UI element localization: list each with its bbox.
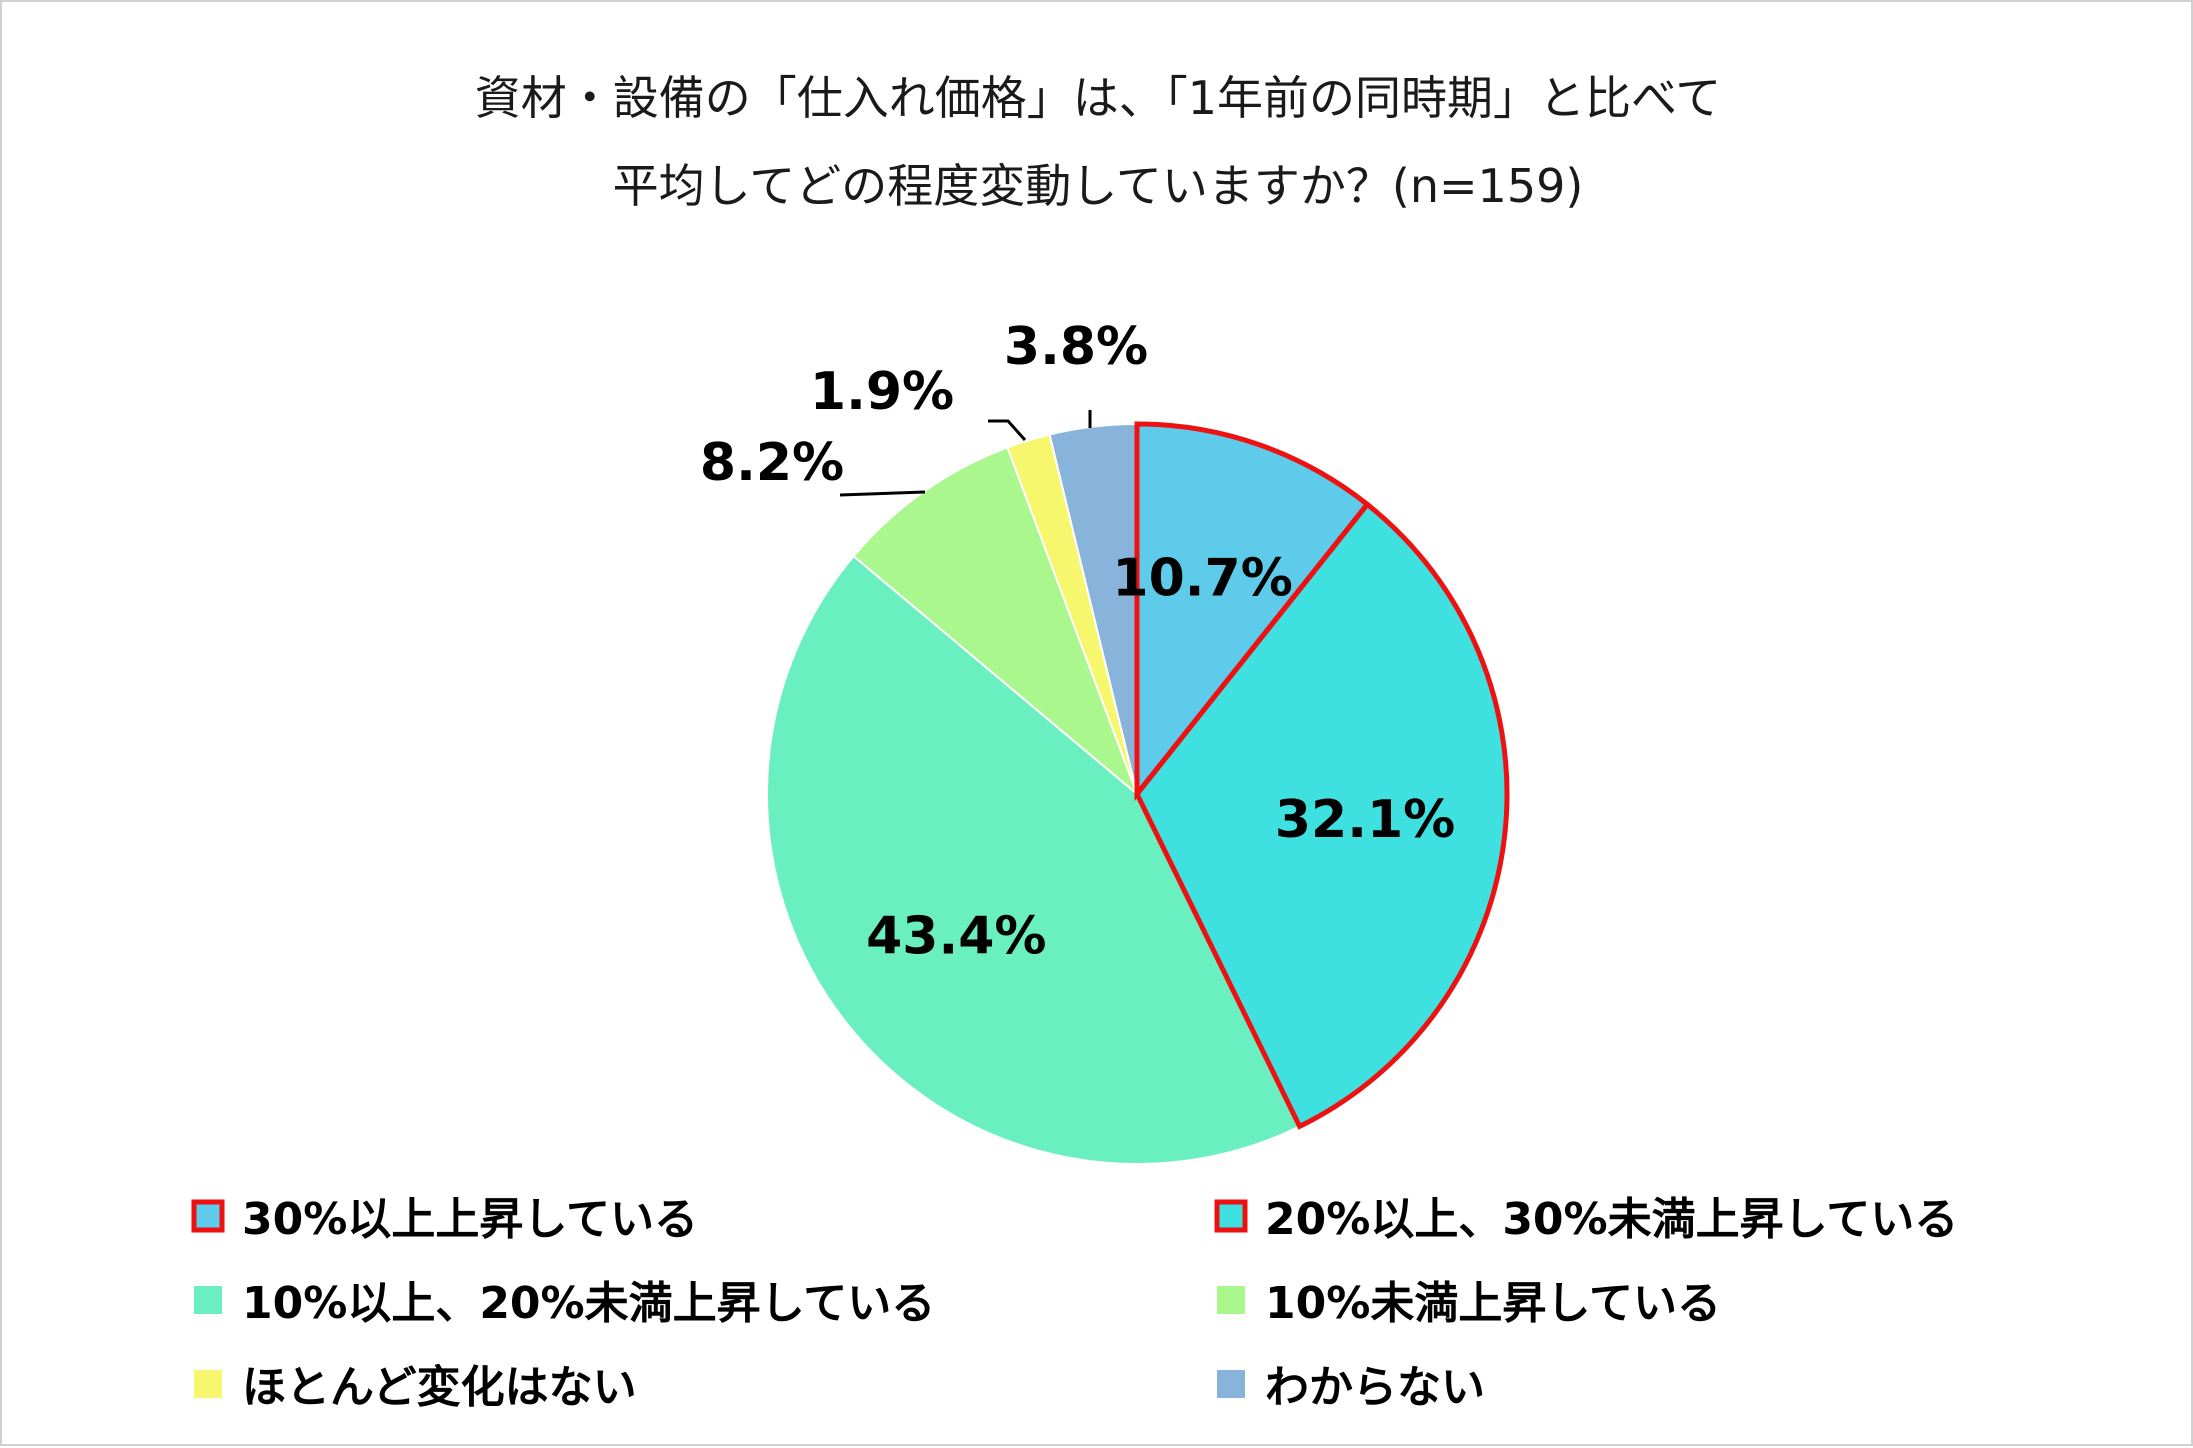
slice-4-data-label: 8.2% — [700, 433, 844, 493]
legend-label-3: 10%以上、20%未満上昇している — [242, 1278, 935, 1329]
chart-title: 資材・設備の「仕入れ価格」は、「1年前の同時期」と比べて 平均してどの程度変動し… — [475, 71, 1721, 213]
legend-item-5: ほとんど変化はない — [194, 1362, 637, 1413]
legend: 30%以上上昇している 20%以上、30%未満上昇している 10%以上、20%未満上… — [191, 1194, 1958, 1413]
legend-swatch-2 — [1214, 1199, 1248, 1233]
legend-label-1: 30%以上上昇している — [242, 1194, 698, 1245]
legend-label-6: わからない — [1265, 1362, 1485, 1413]
legend-item-4: 10%未満上昇している — [1217, 1278, 1721, 1329]
chart-title-line-1: 資材・設備の「仕入れ価格」は、「1年前の同時期」と比べて — [475, 71, 1721, 125]
legend-swatch-5 — [194, 1370, 222, 1398]
pie-slices — [766, 422, 1508, 1165]
slice-5-leader-line — [988, 419, 1027, 442]
slice-5-data-label: 1.9% — [810, 362, 954, 422]
slice-2-highlight-outline — [1134, 500, 1510, 1130]
legend-label-4: 10%未満上昇している — [1265, 1278, 1721, 1329]
legend-swatch-4 — [1217, 1286, 1245, 1314]
highlight-outline-group — [1134, 421, 1510, 1130]
slice-6-data-label: 3.8% — [1004, 317, 1148, 377]
legend-label-2: 20%以上、30%未満上昇している — [1265, 1194, 1958, 1245]
legend-swatch-1 — [191, 1199, 225, 1233]
legend-item-2: 20%以上、30%未満上昇している — [1214, 1194, 1958, 1245]
data-labels: 10.7% 32.1% 43.4% 8.2% 1.9% 3.8% — [700, 317, 1455, 966]
legend-label-5: ほとんど変化はない — [242, 1362, 637, 1413]
chart-title-line-2: 平均してどの程度変動していますか？(n=159) — [613, 159, 1584, 213]
legend-item-3: 10%以上、20%未満上昇している — [194, 1278, 935, 1329]
slice-4-leader-line — [839, 490, 926, 497]
leader-lines — [839, 410, 1092, 497]
slice-3 — [766, 554, 1301, 1165]
legend-swatch-3 — [194, 1286, 222, 1314]
slice-3-data-label: 43.4% — [866, 906, 1046, 966]
legend-item-6: わからない — [1217, 1362, 1485, 1413]
slice-1-data-label: 10.7% — [1112, 548, 1292, 608]
legend-swatch-6 — [1217, 1370, 1245, 1398]
slice-2-data-label: 32.1% — [1275, 790, 1455, 850]
legend-item-1: 30%以上上昇している — [191, 1194, 698, 1245]
slice-1-highlight-outline — [1134, 421, 1371, 802]
